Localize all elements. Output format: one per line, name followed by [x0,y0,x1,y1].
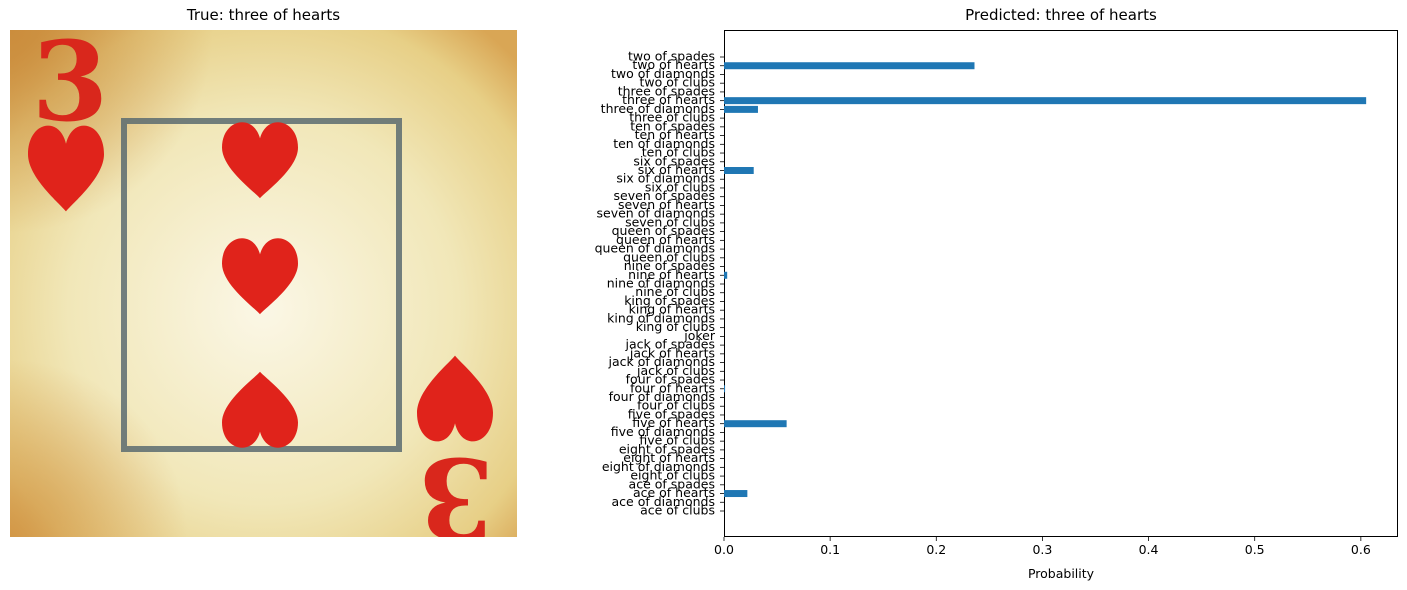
bar [724,271,728,279]
chart-title: Predicted: three of hearts [965,6,1157,24]
x-axis-label: Probability [1028,566,1095,581]
y-tick-label: three of diamonds [601,101,715,116]
y-tick-label: ten of hearts [635,127,715,142]
rank-glyph-bottom: 3 [418,433,495,537]
y-tick-label: five of hearts [632,415,715,430]
y-tick-label: five of clubs [639,433,715,448]
y-tick-label: ace of hearts [633,485,715,500]
x-tick-label: 0.1 [820,542,840,557]
y-tick-label: jack of clubs [636,363,715,378]
y-tick-label: four of diamonds [609,389,715,404]
y-tick-label: king of diamonds [607,310,715,325]
y-tick-label: two of clubs [640,75,715,90]
bar [724,167,754,174]
plot-area [724,30,1398,537]
y-tick-label: six of hearts [638,162,715,177]
y-tick-label: ace of spades [629,476,715,491]
y-tick-label: nine of clubs [635,284,715,299]
y-tick-label: six of spades [633,153,715,168]
bar [724,420,787,428]
y-tick-label: eight of clubs [630,468,715,483]
y-tick-label: ace of diamonds [612,494,715,509]
y-tick-label: seven of hearts [618,197,715,212]
y-tick-label: nine of diamonds [607,276,715,291]
y-tick-label: eight of spades [619,441,715,456]
y-tick-label: six of diamonds [616,171,715,186]
y-tick-label: five of spades [628,406,715,421]
y-tick-label: four of hearts [630,380,715,395]
y-tick-label: eight of hearts [623,450,715,465]
y-tick-label: joker [683,328,716,343]
image-title: True: three of hearts [186,6,341,24]
y-tick-label: queen of hearts [616,232,715,247]
y-tick-label: three of hearts [622,92,715,107]
y-tick-label: seven of clubs [625,214,715,229]
y-tick-label: six of clubs [645,179,715,194]
y-tick-label: king of clubs [636,319,715,334]
y-tick-label: four of spades [626,372,715,387]
y-tick-label: ten of clubs [642,145,715,160]
y-tick-label: two of spades [628,49,715,64]
y-tick-label: ten of spades [630,118,715,133]
x-tick-label: 0.3 [1032,542,1052,557]
y-tick-label: three of spades [618,83,715,98]
y-tick-label: ace of clubs [640,503,715,518]
y-tick-label: eight of diamonds [602,459,715,474]
y-tick-label: jack of spades [625,337,715,352]
y-tick-label: jack of diamonds [607,354,715,369]
x-tick-label: 0.4 [1139,542,1159,557]
y-tick-label: queen of clubs [623,249,715,264]
y-tick-label: nine of spades [624,258,715,273]
y-tick-label: queen of diamonds [595,241,715,256]
y-tick-label: four of clubs [637,398,715,413]
y-tick-label: king of hearts [629,302,715,317]
x-tick-label: 0.5 [1245,542,1265,557]
x-tick-label: 0.6 [1351,542,1371,557]
y-tick-label: three of clubs [629,110,715,125]
bar [724,490,748,498]
bar [724,97,1367,105]
y-tick-label: queen of spades [612,223,715,238]
bar [724,385,726,393]
bar [724,62,975,70]
bar [724,105,758,113]
y-tick-label: king of spades [624,293,715,308]
y-tick-label: jack of hearts [629,345,715,360]
y-tick-label: ten of diamonds [613,136,715,151]
y-tick-label: seven of spades [614,188,715,203]
y-tick-label: five of diamonds [611,424,715,439]
card-image: 3 3 [10,30,517,537]
y-tick-label: two of diamonds [611,66,715,81]
x-tick-label: 0.0 [714,542,734,557]
x-tick-label: 0.2 [926,542,946,557]
y-tick-label: nine of hearts [628,267,715,282]
y-tick-label: seven of diamonds [597,206,715,221]
y-tick-label: two of hearts [632,57,715,72]
